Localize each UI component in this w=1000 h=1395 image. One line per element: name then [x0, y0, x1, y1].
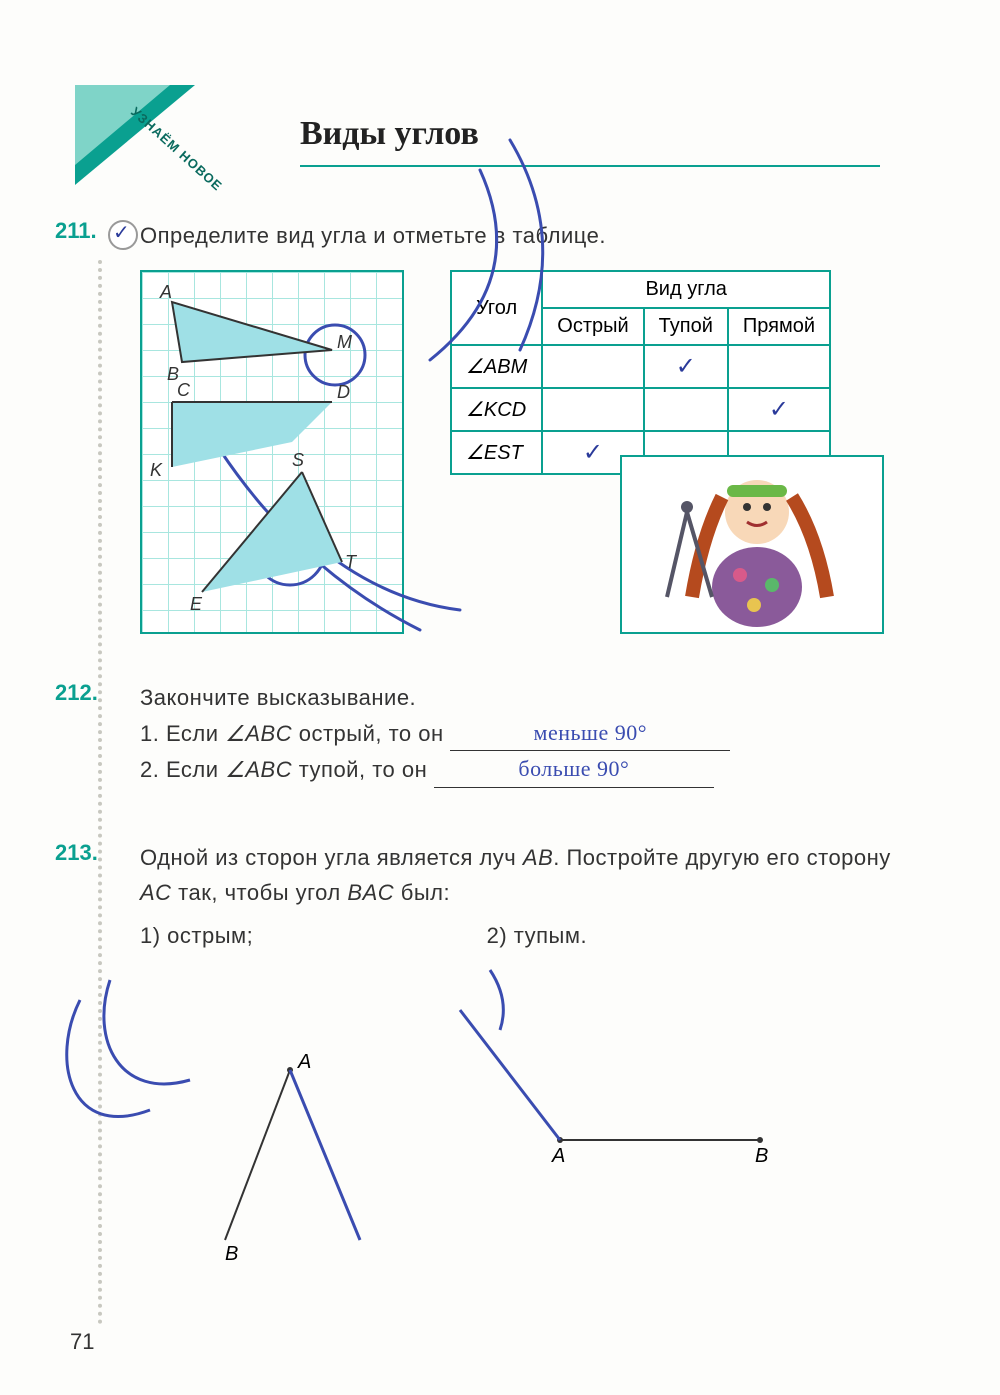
- margin-dotline: [98, 260, 102, 1325]
- label-C: C: [177, 380, 190, 401]
- workbook-page: УЗНАЁМ НОВОЕ Виды углов 211. Определите …: [0, 0, 1000, 1395]
- table-row: ∠ABM ✓: [451, 345, 830, 388]
- table-head-kind: Вид угла: [542, 271, 830, 308]
- svg-text:B: B: [225, 1243, 238, 1265]
- label-D: D: [337, 382, 350, 403]
- answer-2[interactable]: больше 90°: [434, 751, 714, 787]
- svg-text:A: A: [297, 1051, 311, 1073]
- opt-obtuse: 2) тупым.: [487, 923, 587, 948]
- ex212-line2: 2. Если ∠ABC тупой, то он больше 90°: [140, 751, 920, 787]
- ex-number-211: 211.: [55, 218, 97, 244]
- corner-banner: УЗНАЁМ НОВОЕ: [75, 85, 205, 185]
- ex-number-212: 212.: [55, 680, 98, 706]
- svg-text:УЗНАЁМ НОВОЕ: УЗНАЁМ НОВОЕ: [128, 104, 225, 194]
- ex211-text: Определите вид угла и отметьте в таблице…: [140, 218, 606, 253]
- girl-illustration: [620, 455, 884, 634]
- table-row: ∠KCD ✓: [451, 388, 830, 431]
- angle-table: Угол Вид угла Острый Тупой Прямой ∠ABM ✓…: [450, 270, 831, 475]
- ex-number-213: 213.: [55, 840, 98, 866]
- kind-acute: Острый: [542, 308, 643, 345]
- title-underline: [300, 165, 880, 167]
- ex212-lead: Закончите высказывание.: [140, 680, 920, 715]
- svg-text:A: A: [551, 1145, 565, 1167]
- page-number: 71: [70, 1329, 94, 1355]
- label-K: K: [150, 460, 162, 481]
- svg-text:B: B: [755, 1145, 768, 1167]
- opt-acute: 1) острым;: [140, 918, 480, 953]
- label-M: M: [337, 332, 352, 353]
- ex213-block: Одной из сторон угла является луч AB. По…: [140, 840, 920, 954]
- label-T: T: [345, 552, 356, 573]
- ex212-block: Закончите высказывание. 1. Если ∠ABC ост…: [140, 680, 920, 788]
- kind-obtuse: Тупой: [644, 308, 728, 345]
- label-E: E: [190, 594, 202, 615]
- answer-1[interactable]: меньше 90°: [450, 715, 730, 751]
- angle-grid: A B M C D K S T E: [140, 270, 404, 634]
- page-title: Виды углов: [300, 115, 479, 153]
- label-S: S: [292, 450, 304, 471]
- label-A: A: [160, 282, 172, 303]
- ex212-line1: 1. Если ∠ABC острый, то он меньше 90°: [140, 715, 920, 751]
- table-head-angle: Угол: [451, 271, 542, 345]
- check-icon: [108, 220, 138, 250]
- kind-right: Прямой: [728, 308, 830, 345]
- ex213-drawings: A B A B: [60, 940, 940, 1280]
